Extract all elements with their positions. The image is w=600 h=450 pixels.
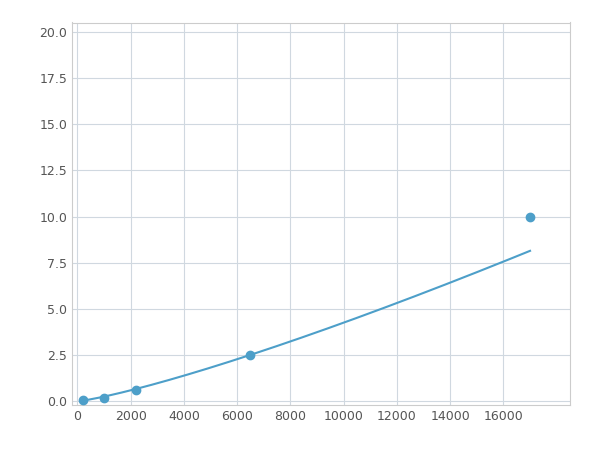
Point bbox=[131, 387, 141, 394]
Point bbox=[525, 213, 535, 220]
Point bbox=[99, 394, 109, 401]
Point bbox=[78, 397, 88, 404]
Point bbox=[245, 351, 255, 359]
